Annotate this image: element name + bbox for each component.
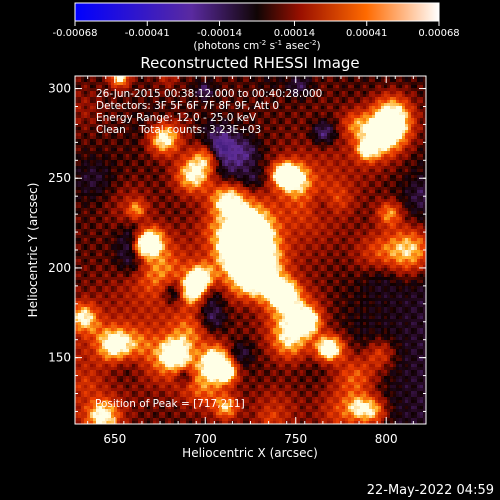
colorbar-tick-label: 0.00041 [346, 28, 387, 39]
y-tick-label: 150 [48, 351, 71, 365]
colorbar [74, 2, 440, 22]
plot-timestamp: 22-May-2022 04:59 [366, 483, 494, 498]
colorbar-ticks: -0.00068 -0.00041 -0.00014 0.00014 0.00041 0.… [53, 21, 460, 39]
x-axis-label: Heliocentric X (arcsec) [182, 446, 318, 460]
colorbar-tick-label: -0.00014 [197, 28, 242, 39]
colorbar-tick-label: 0.00068 [418, 28, 459, 39]
y-axis-label: Heliocentric Y (arcsec) [26, 183, 40, 318]
info-clean-counts: Clean Total counts: 3.23E+03 [96, 124, 261, 136]
info-energy-range: Energy Range: 12.0 - 25.0 keV [96, 112, 257, 124]
observation-info: 26-Jun-2015 00:38:12.000 to 00:40:28.000… [96, 88, 322, 136]
x-tick-label: 750 [284, 432, 307, 446]
colorbar-tick-label: -0.00041 [125, 28, 170, 39]
y-tick-label: 200 [48, 261, 71, 275]
y-tick-label: 300 [48, 82, 71, 96]
info-detectors: Detectors: 3F 5F 6F 7F 8F 9F, Att 0 [96, 100, 279, 112]
heatmap-image [75, 76, 426, 424]
x-tick-label: 650 [103, 432, 126, 446]
x-tick-label: 700 [194, 432, 217, 446]
colorbar-units: (photons cm-2 s-1 asec-2) [193, 39, 320, 52]
colorbar-tick-label: 0.00014 [274, 28, 315, 39]
y-tick-label: 250 [48, 171, 71, 185]
x-tick-label: 800 [375, 432, 398, 446]
axis-ticks: 650 700 750 800 150 200 250 300 [48, 76, 426, 446]
chart-title: Reconstructed RHESSI Image [140, 54, 359, 72]
info-time-range: 26-Jun-2015 00:38:12.000 to 00:40:28.000 [96, 88, 322, 100]
colorbar-tick-label: -0.00068 [53, 28, 98, 39]
peak-position-label: Position of Peak = [717,211] [95, 398, 245, 410]
